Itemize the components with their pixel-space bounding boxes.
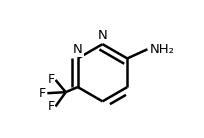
Text: F: F xyxy=(39,87,46,100)
Text: F: F xyxy=(47,100,54,113)
Text: NH₂: NH₂ xyxy=(150,43,174,56)
Text: N: N xyxy=(98,29,107,42)
Text: F: F xyxy=(47,73,54,86)
Text: N: N xyxy=(73,43,83,56)
